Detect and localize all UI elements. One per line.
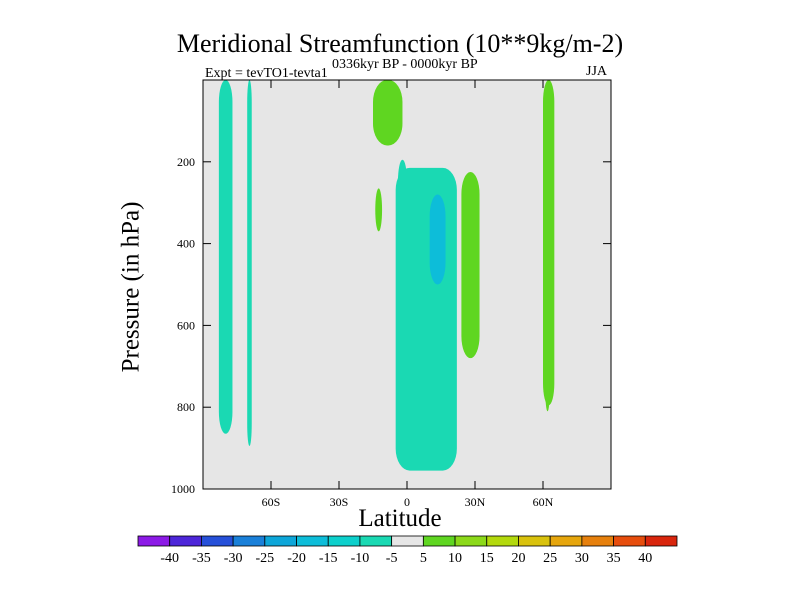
x-tick-label: 0 xyxy=(404,495,410,509)
colorbar-box xyxy=(581,535,614,547)
colorbar-box xyxy=(169,535,202,547)
colorbar-label: 35 xyxy=(607,551,621,566)
y-tick-label: 1000 xyxy=(171,482,195,496)
experiment-label: Expt = tevTO1-tevta1 xyxy=(205,66,328,81)
season-label: JJA xyxy=(586,64,608,79)
y-tick-label: 200 xyxy=(177,155,195,169)
colorbar-label: -30 xyxy=(224,551,243,566)
colorbar-label: -20 xyxy=(287,551,306,566)
contour-region-9 xyxy=(543,80,555,406)
colorbar-box xyxy=(422,535,456,547)
contour-region-10 xyxy=(545,360,550,412)
colorbar-box xyxy=(549,535,583,547)
contour-region-7 xyxy=(429,194,446,285)
y-tick-label: 800 xyxy=(177,400,195,414)
colorbar-label: -10 xyxy=(351,551,370,566)
colorbar-box xyxy=(454,535,488,547)
colorbar-box xyxy=(137,535,171,547)
colorbar-label: -5 xyxy=(386,551,398,566)
colorbar-label: -25 xyxy=(255,551,274,566)
colorbar-box xyxy=(518,535,551,547)
contour-region-1 xyxy=(218,80,233,434)
y-tick-label: 600 xyxy=(177,318,195,332)
x-tick-label: 30N xyxy=(465,495,486,509)
x-axis-title: Latitude xyxy=(358,505,442,532)
colorbar-label: 10 xyxy=(448,551,462,566)
contour-region-3 xyxy=(373,80,403,146)
colorbar-label: -15 xyxy=(319,551,338,566)
colorbar-box xyxy=(327,535,361,547)
colorbar-box xyxy=(232,535,266,547)
colorbar-box xyxy=(359,535,393,547)
contour-region-4 xyxy=(375,188,383,232)
colorbar-label: 30 xyxy=(575,551,589,566)
x-tick-label: 60S xyxy=(262,495,281,509)
y-tick-label: 400 xyxy=(177,237,195,251)
colorbar-label: -35 xyxy=(192,551,211,566)
colorbar-label: 20 xyxy=(511,551,525,566)
colorbar-box xyxy=(201,535,234,547)
colorbar-box xyxy=(486,535,519,547)
colorbar-label: 25 xyxy=(543,551,557,566)
colorbar-label: 5 xyxy=(420,551,427,566)
x-tick-label: 60N xyxy=(533,495,554,509)
x-tick-label: 30S xyxy=(330,495,349,509)
colorbar-box xyxy=(296,535,329,547)
colorbar-label: -40 xyxy=(160,551,179,566)
contour-region-8 xyxy=(461,172,480,359)
colorbar-label: 15 xyxy=(480,551,494,566)
colorbar-box xyxy=(264,535,297,547)
colorbar-box xyxy=(613,535,646,547)
colorbar-box xyxy=(391,535,424,547)
contour-region-2 xyxy=(247,80,252,447)
chart-title: Meridional Streamfunction (10**9kg/m-2) xyxy=(176,29,624,58)
colorbar-box xyxy=(644,535,678,547)
period-label: 0336kyr BP - 0000kyr BP xyxy=(332,57,478,72)
colorbar-label: 40 xyxy=(638,551,652,566)
